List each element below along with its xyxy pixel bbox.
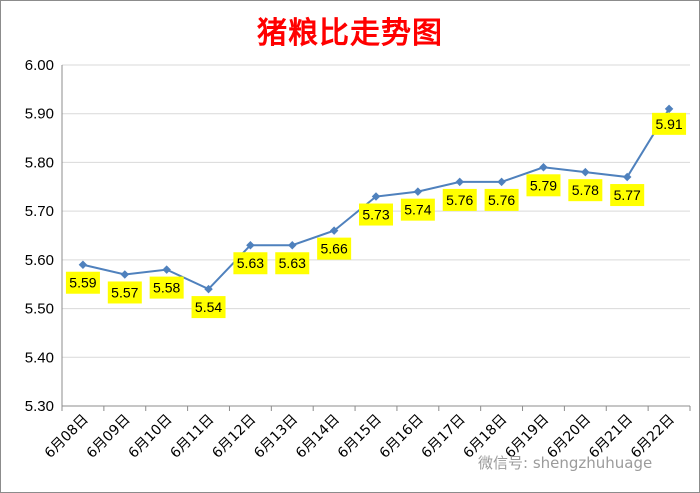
- data-label-box: [442, 188, 477, 211]
- y-tick-label: 5.30: [25, 398, 54, 415]
- data-label-box: [65, 271, 100, 294]
- data-label-box: [568, 179, 603, 202]
- data-point: [413, 187, 423, 196]
- x-tick-label: 6月11日: [167, 412, 217, 462]
- data-label: 5.76: [488, 192, 515, 208]
- y-tick-label: 5.40: [25, 349, 54, 366]
- x-tick-label: 6月14日: [293, 412, 343, 462]
- data-point: [329, 226, 339, 235]
- data-point: [78, 260, 88, 269]
- y-tick-label: 5.90: [25, 106, 54, 123]
- x-tick-label: 6月12日: [209, 412, 259, 462]
- data-point: [581, 167, 590, 177]
- data-point: [162, 265, 171, 274]
- data-label: 5.63: [279, 255, 306, 271]
- data-label-box: [317, 237, 352, 260]
- x-tick-label: 6月16日: [377, 412, 427, 462]
- data-label-box: [484, 188, 519, 211]
- data-point: [539, 163, 548, 172]
- data-label-box: [233, 252, 268, 275]
- x-tick-label: 6月09日: [84, 412, 134, 462]
- data-label: 5.63: [237, 255, 264, 271]
- data-point: [120, 270, 130, 279]
- x-tick-label: 6月17日: [419, 412, 469, 462]
- x-tick-label: 6月08日: [42, 412, 92, 462]
- axes: [61, 65, 691, 411]
- data-point: [371, 192, 381, 201]
- data-label: 5.54: [195, 299, 222, 315]
- data-label-box: [400, 198, 435, 221]
- data-label-box: [275, 252, 310, 275]
- y-tick-label: 5.60: [25, 252, 54, 269]
- data-label: 5.66: [321, 241, 348, 257]
- x-tick-label: 6月15日: [335, 412, 385, 462]
- data-label: 5.79: [530, 177, 557, 193]
- data-label-box: [526, 174, 561, 197]
- data-point: [288, 241, 297, 250]
- watermark-text: 微信号: shengzhuhuage: [478, 454, 653, 472]
- data-label: 5.59: [69, 275, 96, 291]
- series-line: [78, 104, 674, 294]
- data-label: 5.77: [614, 187, 641, 203]
- data-label: 5.58: [153, 280, 180, 296]
- data-label: 5.73: [362, 207, 389, 223]
- data-point: [455, 177, 464, 187]
- data-label-box: [359, 203, 393, 226]
- data-labels: 5.59 5.57 5.58 5.54 5.63 5.63 5.66 5.73 5.74 5.76…: [65, 112, 687, 319]
- data-label: 5.57: [111, 284, 138, 300]
- chart-title: 猪粮比走势图: [257, 16, 443, 51]
- y-tick-label: 5.70: [25, 203, 54, 220]
- y-tick-labels: 5.30 5.40 5.50 5.60 5.70 5.80 5.90 6.00: [25, 57, 54, 415]
- data-label: 5.74: [404, 202, 431, 218]
- data-label: 5.78: [572, 182, 599, 198]
- data-label-box: [652, 112, 687, 135]
- grid-lines: [62, 64, 690, 358]
- data-point: [246, 241, 255, 250]
- data-label-box: [149, 276, 184, 299]
- data-point: [497, 177, 506, 187]
- data-point: [204, 284, 213, 294]
- y-tick-label: 6.00: [25, 57, 54, 74]
- data-label: 5.76: [446, 192, 473, 208]
- x-tick-label: 6月13日: [251, 412, 301, 462]
- data-label-box: [107, 281, 142, 304]
- x-tick-label: 6月10日: [125, 412, 175, 462]
- data-label: 5.91: [655, 116, 682, 132]
- data-label-box: [610, 184, 645, 207]
- y-tick-label: 5.50: [25, 301, 54, 318]
- y-tick-label: 5.80: [25, 154, 54, 171]
- data-label-box: [191, 296, 226, 319]
